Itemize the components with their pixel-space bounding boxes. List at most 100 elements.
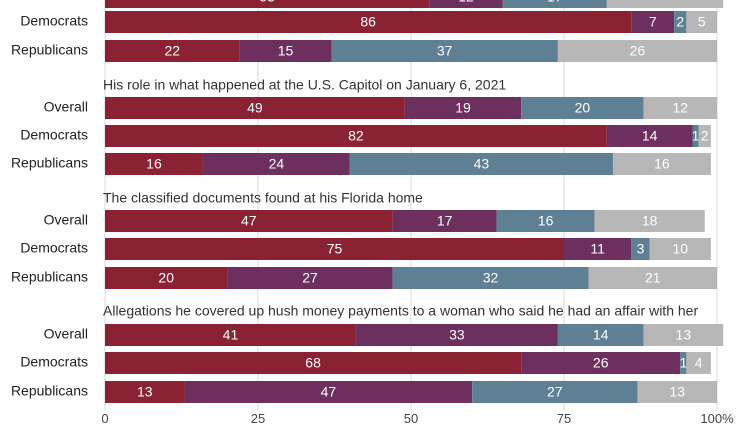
- segment-label: 1: [679, 355, 687, 371]
- segment-label: 41: [223, 327, 239, 343]
- group-title: The classified documents found at his Fl…: [103, 190, 423, 206]
- bar-segment: [184, 381, 473, 403]
- segment-label: 26: [593, 355, 609, 371]
- segment-label: 27: [547, 384, 563, 400]
- bar-segment: [649, 238, 711, 260]
- segment-label: 12: [672, 100, 688, 116]
- bar-segment: [521, 352, 681, 374]
- row-label: Overall: [44, 99, 88, 115]
- x-tick-label: 100%: [700, 411, 734, 426]
- bar-segment: [612, 153, 711, 175]
- segment-label: 3: [637, 241, 645, 257]
- row-label: Republicans: [11, 269, 88, 285]
- bar-segment: [105, 0, 430, 8]
- bar-segment: [631, 11, 675, 33]
- segment-label: 13: [669, 384, 685, 400]
- bar-segment: [521, 97, 644, 119]
- segment-label: 47: [321, 384, 337, 400]
- segment-label: 75: [327, 241, 343, 257]
- x-tick-label: 50: [404, 411, 418, 426]
- bar-segment: [105, 238, 564, 260]
- bar-segment: [239, 40, 332, 62]
- bar-segment: [105, 324, 356, 346]
- segment-label: 4: [695, 355, 703, 371]
- bar-segment: [502, 0, 607, 8]
- bar-segment: [429, 0, 503, 8]
- x-tick-label: 75: [557, 411, 571, 426]
- bar-segment: [692, 125, 699, 147]
- bar-segment: [643, 97, 717, 119]
- bar-segment: [404, 97, 522, 119]
- segment-label: 37: [437, 43, 453, 59]
- row-label: Democrats: [20, 354, 88, 370]
- segment-label: 33: [449, 327, 465, 343]
- segment-label: 5: [698, 14, 706, 30]
- segment-label: 19: [455, 100, 471, 116]
- segment-label: 82: [348, 128, 364, 144]
- segment-label: 2: [676, 14, 684, 30]
- segment-label: 22: [165, 43, 181, 59]
- segment-label: 53: [259, 0, 275, 5]
- x-tick-label: 0: [101, 411, 108, 426]
- segment-label: 21: [645, 270, 661, 286]
- bar-segment: [606, 125, 693, 147]
- bar-segment: [680, 352, 687, 374]
- segment-label: 49: [247, 100, 263, 116]
- segment-label: 15: [278, 43, 294, 59]
- row-label: Overall: [44, 212, 88, 228]
- group-title: His role in what happened at the U.S. Ca…: [103, 77, 506, 93]
- segment-label: 13: [137, 384, 153, 400]
- bar-segment: [105, 11, 632, 33]
- bar-segment: [588, 267, 717, 289]
- bar-segment: [643, 324, 724, 346]
- bar-segment: [686, 352, 711, 374]
- bar-segment: [564, 238, 632, 260]
- bar-segment: [227, 267, 393, 289]
- segment-label: 26: [630, 43, 646, 59]
- segment-label: 16: [538, 213, 554, 229]
- row-label: Overall: [44, 326, 88, 342]
- segment-label: 86: [360, 14, 376, 30]
- bar-segment: [557, 324, 644, 346]
- segment-label: 14: [642, 128, 658, 144]
- segment-label: 11: [590, 241, 605, 257]
- segment-label: 2: [701, 128, 709, 144]
- bar-segment: [496, 210, 595, 232]
- row-label: Republicans: [11, 155, 88, 171]
- row-label: Democrats: [20, 127, 88, 143]
- bar-segment: [472, 381, 638, 403]
- segment-label: 47: [241, 213, 257, 229]
- bar-segment: [105, 267, 228, 289]
- segment-label: 20: [158, 270, 174, 286]
- segment-label: 1: [692, 128, 700, 144]
- bar-segment: [631, 238, 650, 260]
- bar-segment: [331, 40, 558, 62]
- bar-segment: [392, 210, 497, 232]
- segment-label: 13: [676, 327, 692, 343]
- bar-segment: [105, 381, 185, 403]
- bar-segment: [105, 352, 522, 374]
- segment-label: 68: [305, 355, 321, 371]
- bar-segment: [105, 153, 203, 175]
- bar-segment: [392, 267, 589, 289]
- segment-label: 10: [672, 241, 688, 257]
- group-title: Allegations he covered up hush money pay…: [103, 303, 698, 319]
- bar-segment: [105, 97, 405, 119]
- segment-label: 18: [642, 213, 658, 229]
- segment-label: 17: [547, 0, 563, 5]
- segment-label: 20: [575, 100, 591, 116]
- bar-segment: [637, 381, 717, 403]
- segment-label: 17: [437, 213, 453, 229]
- row-label: Democrats: [20, 13, 88, 29]
- segment-label: 32: [483, 270, 499, 286]
- segment-label: 7: [649, 14, 657, 30]
- bar-segment: [698, 125, 711, 147]
- bar-segment: [202, 153, 350, 175]
- row-label: Republicans: [11, 383, 88, 399]
- segment-label: 16: [146, 156, 162, 172]
- bar-segment: [105, 125, 607, 147]
- bar-segment: [105, 40, 240, 62]
- bar-segment: [349, 153, 613, 175]
